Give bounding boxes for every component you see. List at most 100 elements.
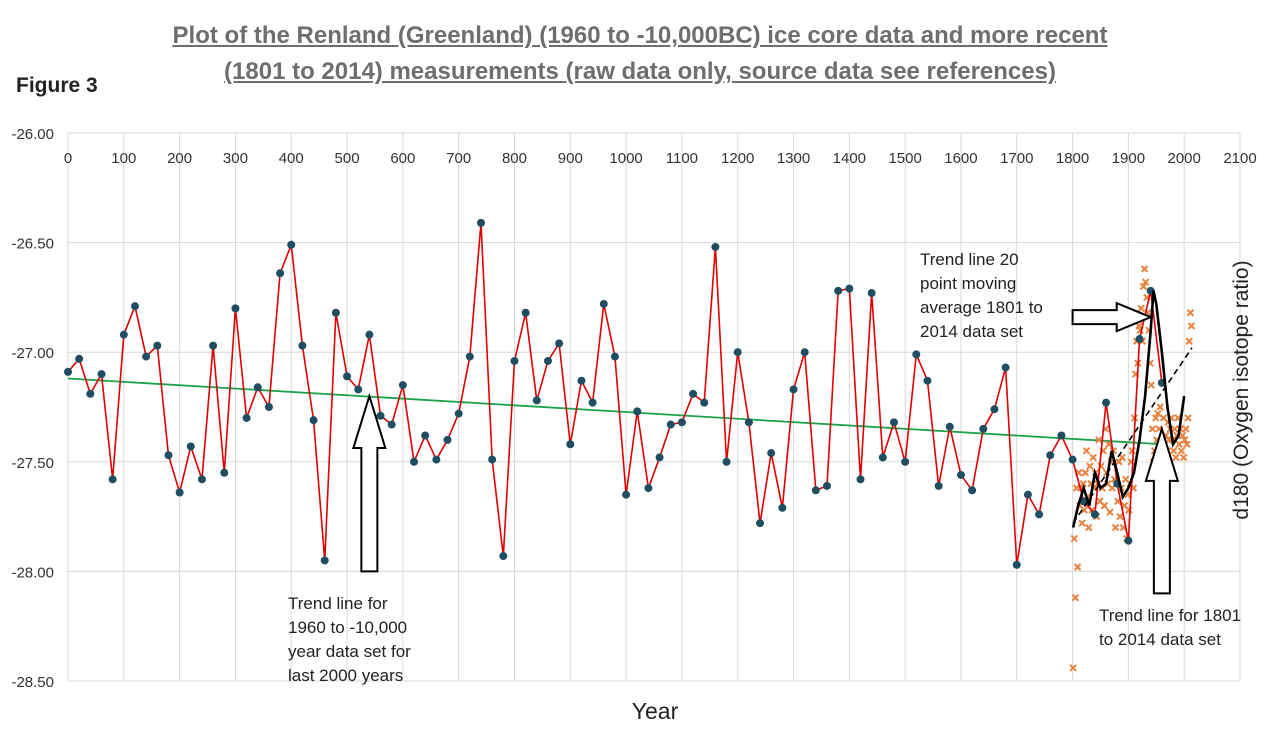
annotation-arrow bbox=[352, 392, 387, 573]
recent-data-point bbox=[1086, 462, 1094, 470]
renland-data-point bbox=[923, 376, 932, 385]
renland-data-point bbox=[956, 470, 965, 479]
recent-data-point bbox=[1081, 469, 1090, 477]
renland-data-point bbox=[867, 289, 876, 298]
renland-data-point bbox=[130, 302, 139, 311]
recent-data-point bbox=[1185, 337, 1193, 345]
renland-data-point bbox=[476, 218, 485, 227]
renland-data-point bbox=[164, 451, 173, 460]
y-tick-label: -28.50 bbox=[11, 674, 54, 691]
x-tick-label: 600 bbox=[390, 150, 415, 167]
recent-data-point bbox=[1100, 501, 1109, 510]
renland-data-point bbox=[722, 457, 731, 466]
renland-data-point bbox=[432, 455, 441, 464]
recent-data-point bbox=[1078, 519, 1086, 527]
recent-data-point bbox=[1089, 453, 1097, 462]
renland-data-point bbox=[521, 308, 530, 317]
grid-lines bbox=[67, 132, 1241, 682]
x-tick-label: 1700 bbox=[1000, 150, 1033, 167]
x-tick-label: 100 bbox=[111, 150, 136, 167]
x-tick-label: 2100 bbox=[1223, 150, 1256, 167]
y-tick-label: -27.50 bbox=[11, 455, 54, 472]
renland-data-point bbox=[287, 240, 296, 249]
renland-data-point bbox=[1124, 536, 1133, 545]
renland-data-point bbox=[555, 339, 564, 348]
recent-data-point bbox=[1118, 453, 1126, 462]
annotation-trend-2000-line-2: 1960 to -10,000 bbox=[288, 618, 408, 637]
renland-data-point bbox=[186, 442, 195, 451]
renland-data-point bbox=[1023, 490, 1032, 499]
renland-data-point bbox=[331, 308, 340, 317]
renland-data-point bbox=[387, 420, 396, 429]
renland-data-point bbox=[1012, 560, 1021, 569]
x-tick-label: 200 bbox=[167, 150, 192, 167]
renland-data-point bbox=[488, 455, 497, 464]
renland-data-point bbox=[856, 475, 865, 484]
renland-data-point bbox=[912, 350, 921, 359]
renland-data-point bbox=[443, 435, 452, 444]
renland-data-point bbox=[644, 484, 653, 493]
renland-data-point bbox=[979, 424, 988, 433]
renland-data-point bbox=[834, 286, 843, 295]
trend-line-recent bbox=[1072, 347, 1193, 524]
renland-data-point bbox=[410, 457, 419, 466]
renland-data-point bbox=[75, 354, 84, 363]
renland-data-point bbox=[1001, 363, 1010, 372]
renland-data-point bbox=[153, 341, 162, 350]
renland-data-point bbox=[320, 556, 329, 565]
x-tick-label: 1900 bbox=[1112, 150, 1145, 167]
x-tick-label: 0 bbox=[64, 150, 72, 167]
recent-data-point bbox=[1140, 265, 1149, 273]
renland-data-point bbox=[242, 413, 251, 422]
renland-data-point bbox=[711, 242, 720, 251]
renland-data-point bbox=[733, 348, 742, 357]
recent-data-point bbox=[1178, 431, 1187, 440]
recent-data-point bbox=[1183, 440, 1191, 448]
recent-data-point bbox=[1182, 425, 1190, 433]
renland-data-point bbox=[990, 405, 999, 414]
recent-data-point bbox=[1080, 506, 1088, 514]
recent-data-point bbox=[1082, 447, 1091, 455]
x-tick-label: 300 bbox=[223, 150, 248, 167]
annotation-trend-2000: Trend line for 1960 to -10,000 year data… bbox=[288, 592, 411, 688]
renland-data-point bbox=[454, 409, 463, 418]
x-tick-label: 500 bbox=[335, 150, 360, 167]
renland-data-point bbox=[1090, 510, 1099, 519]
y-tick-label: -26.50 bbox=[11, 236, 54, 253]
renland-data-point bbox=[209, 341, 218, 350]
renland-data-point bbox=[354, 385, 363, 394]
renland-data-point bbox=[543, 356, 552, 365]
renland-data-point bbox=[1135, 335, 1144, 344]
renland-data-point bbox=[577, 376, 586, 385]
renland-data-point bbox=[700, 398, 709, 407]
renland-data-point bbox=[800, 348, 809, 357]
renland-data-point bbox=[823, 481, 832, 490]
renland-data-point bbox=[343, 372, 352, 381]
recent-data-point bbox=[1116, 512, 1124, 521]
moving-average-line bbox=[1071, 290, 1186, 528]
renland-data-point bbox=[298, 341, 307, 350]
renland-data-point bbox=[231, 304, 240, 313]
renland-data-point bbox=[666, 420, 675, 429]
x-tick-label: 1400 bbox=[833, 150, 866, 167]
title-line-2: (1801 to 2014) measurements (raw data on… bbox=[224, 58, 1056, 85]
recent-data-point bbox=[1177, 447, 1186, 455]
renland-data-point bbox=[532, 396, 541, 405]
y-tick-label: -26.00 bbox=[11, 126, 54, 143]
renland-data-point bbox=[566, 440, 575, 449]
recent-data-point bbox=[1071, 593, 1080, 602]
series-layer bbox=[64, 218, 1196, 672]
renland-data-point bbox=[778, 503, 787, 512]
recent-data-point bbox=[1179, 453, 1188, 462]
annotation-moving-average-line-4: 2014 data set bbox=[920, 322, 1024, 341]
renland-data-point bbox=[309, 416, 318, 425]
x-tick-label: 1600 bbox=[944, 150, 977, 167]
recent-data-point bbox=[1148, 425, 1157, 433]
renland-data-point bbox=[811, 486, 820, 495]
renland-data-point bbox=[689, 389, 698, 398]
figure-label: Figure 3 bbox=[16, 74, 98, 97]
recent-data-point bbox=[1181, 436, 1189, 444]
renland-data-point bbox=[1102, 398, 1111, 407]
renland-data-point bbox=[622, 490, 631, 499]
